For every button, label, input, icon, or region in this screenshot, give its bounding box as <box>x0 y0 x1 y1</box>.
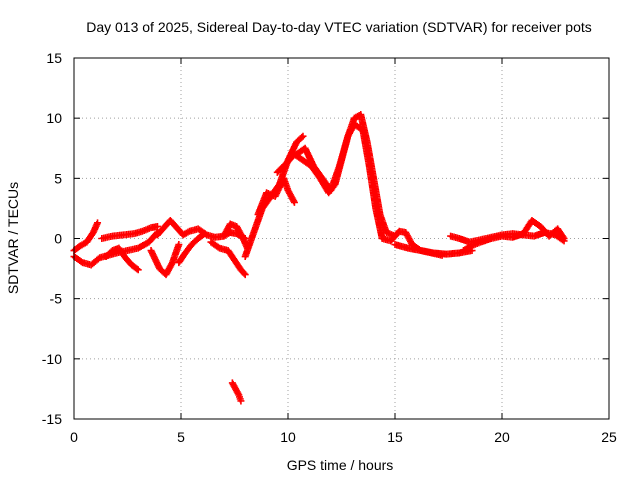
series-sat-track-n <box>293 120 446 259</box>
data-point <box>199 231 207 239</box>
y-tick-label: -5 <box>50 291 63 307</box>
axis-ticks: 0 5 10 15 20 25 -15 -10 -5 0 5 10 15 <box>42 50 617 445</box>
data-point <box>201 230 209 238</box>
y-tick-label: -10 <box>42 351 62 367</box>
y-tick-label: 15 <box>46 50 62 66</box>
series-sat-track-c <box>98 222 161 242</box>
x-axis-label: GPS time / hours <box>287 457 394 473</box>
series-sat-track-l <box>254 174 298 218</box>
data-point <box>134 266 142 274</box>
data-point <box>467 243 475 251</box>
data-point <box>290 198 298 206</box>
series-sat-track-o <box>391 241 476 258</box>
data-point <box>241 271 249 279</box>
data-point <box>560 235 568 242</box>
data-point <box>133 265 141 273</box>
series-sat-track-e <box>147 241 183 279</box>
data-point <box>234 389 242 397</box>
data-point <box>290 197 298 205</box>
data-point <box>240 269 248 277</box>
data-point <box>298 133 306 141</box>
x-tick-label: 20 <box>494 429 510 445</box>
data-point <box>153 222 161 230</box>
data-point <box>559 233 567 241</box>
data-point <box>94 219 102 227</box>
x-tick-label: 15 <box>387 429 403 445</box>
chart-title: Day 013 of 2025, Sidereal Day-to-day VTE… <box>86 19 592 35</box>
data-point <box>237 397 245 405</box>
y-axis-label: SDTVAR / TECUs <box>5 182 21 294</box>
series-sat-track-g <box>175 230 209 267</box>
series-sat-track-b <box>70 219 102 255</box>
series-sat-track-j <box>228 379 245 405</box>
series-sat-track-d <box>102 244 142 274</box>
series-sat-track-h <box>207 238 249 279</box>
data-point <box>175 241 183 249</box>
data-points <box>70 111 568 405</box>
y-tick-label: 0 <box>54 231 62 247</box>
x-tick-label: 10 <box>280 429 296 445</box>
x-tick-label: 5 <box>177 429 185 445</box>
x-tick-label: 25 <box>601 429 617 445</box>
data-point <box>214 243 222 251</box>
data-point <box>299 132 307 140</box>
data-point <box>77 258 85 266</box>
data-point <box>168 260 176 268</box>
y-tick-label: 5 <box>54 170 62 186</box>
x-tick-label: 0 <box>70 429 78 445</box>
y-tick-label: -15 <box>42 411 62 427</box>
y-tick-label: 10 <box>46 110 62 126</box>
series-sat-track-q <box>459 216 568 255</box>
